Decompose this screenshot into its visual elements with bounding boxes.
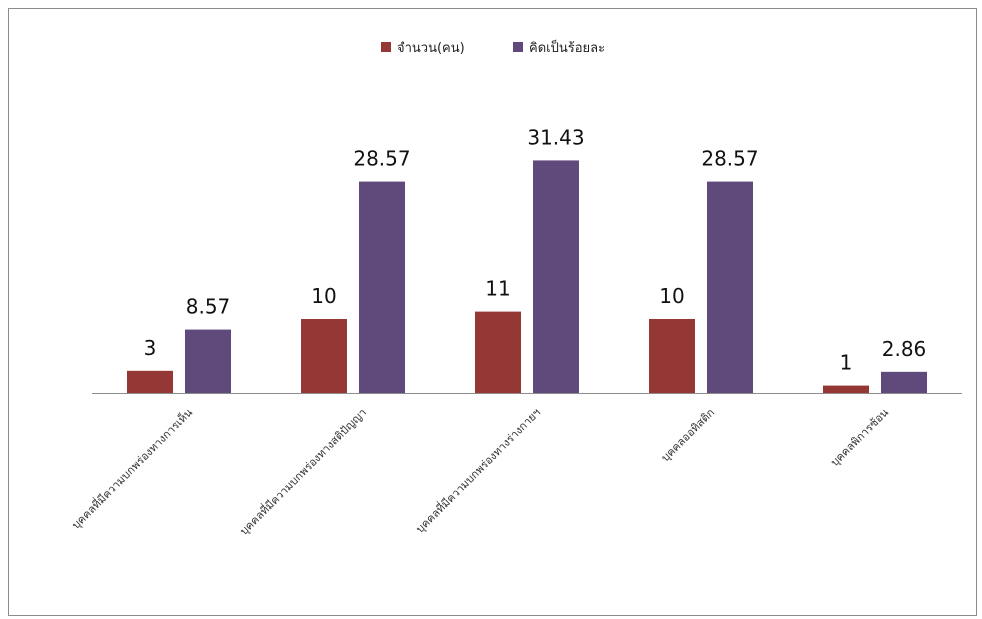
x-tick-labels: บุคคลที่มีความบกพร่องทางการเห็น บุคคลที่ม… [68,404,891,537]
data-label-series1-cat3: 11 [485,277,510,301]
x-tick-label-4: บุคคลออทิสติก [659,406,717,464]
legend-label-1: จำนวน(คน) [397,41,465,56]
data-label-series1-cat1: 3 [144,336,157,360]
bar-series2-cat5 [881,371,927,393]
legend: จำนวน(คน) คิดเป็นร้อยละ [381,38,605,56]
bar-series2-cat1 [185,329,231,393]
x-tick-label-2: บุคคลที่มีความบกพร่องทางสติปัญญา [236,405,369,538]
data-label-series2-cat5: 2.86 [882,337,927,361]
bar-series1-cat5 [823,385,869,393]
bar-series2-cat3 [533,160,579,393]
legend-label-2: คิดเป็นร้อยละ [529,38,605,56]
data-label-series1-cat5: 1 [840,351,853,375]
data-label-series2-cat4: 28.57 [701,147,758,171]
legend-swatch-2 [513,42,523,52]
data-label-series1-cat2: 10 [311,284,336,308]
bar-series1-cat1 [127,370,173,393]
legend-swatch-1 [381,42,391,52]
x-tick-label-3: บุคคลที่มีความบกพร่องทางร่างกายฯ [412,405,543,536]
bar-series1-cat4 [649,319,695,393]
data-labels: 3 8.57 10 28.57 11 31.43 10 28.57 1 2.86 [144,125,927,374]
data-label-series2-cat3: 31.43 [527,125,584,149]
x-tick-label-5: บุคคลพิการซ้อน [828,406,891,469]
bar-series2-cat2 [359,181,405,393]
bar-series1-cat3 [475,311,521,393]
data-label-series2-cat2: 28.57 [353,147,410,171]
bar-series2-cat4 [707,181,753,393]
data-label-series2-cat1: 8.57 [186,295,231,319]
bar-series1-cat2 [301,319,347,393]
data-label-series1-cat4: 10 [659,284,684,308]
x-tick-label-1: บุคคลที่มีความบกพร่องทางการเห็น [68,404,195,531]
bars [127,160,927,393]
